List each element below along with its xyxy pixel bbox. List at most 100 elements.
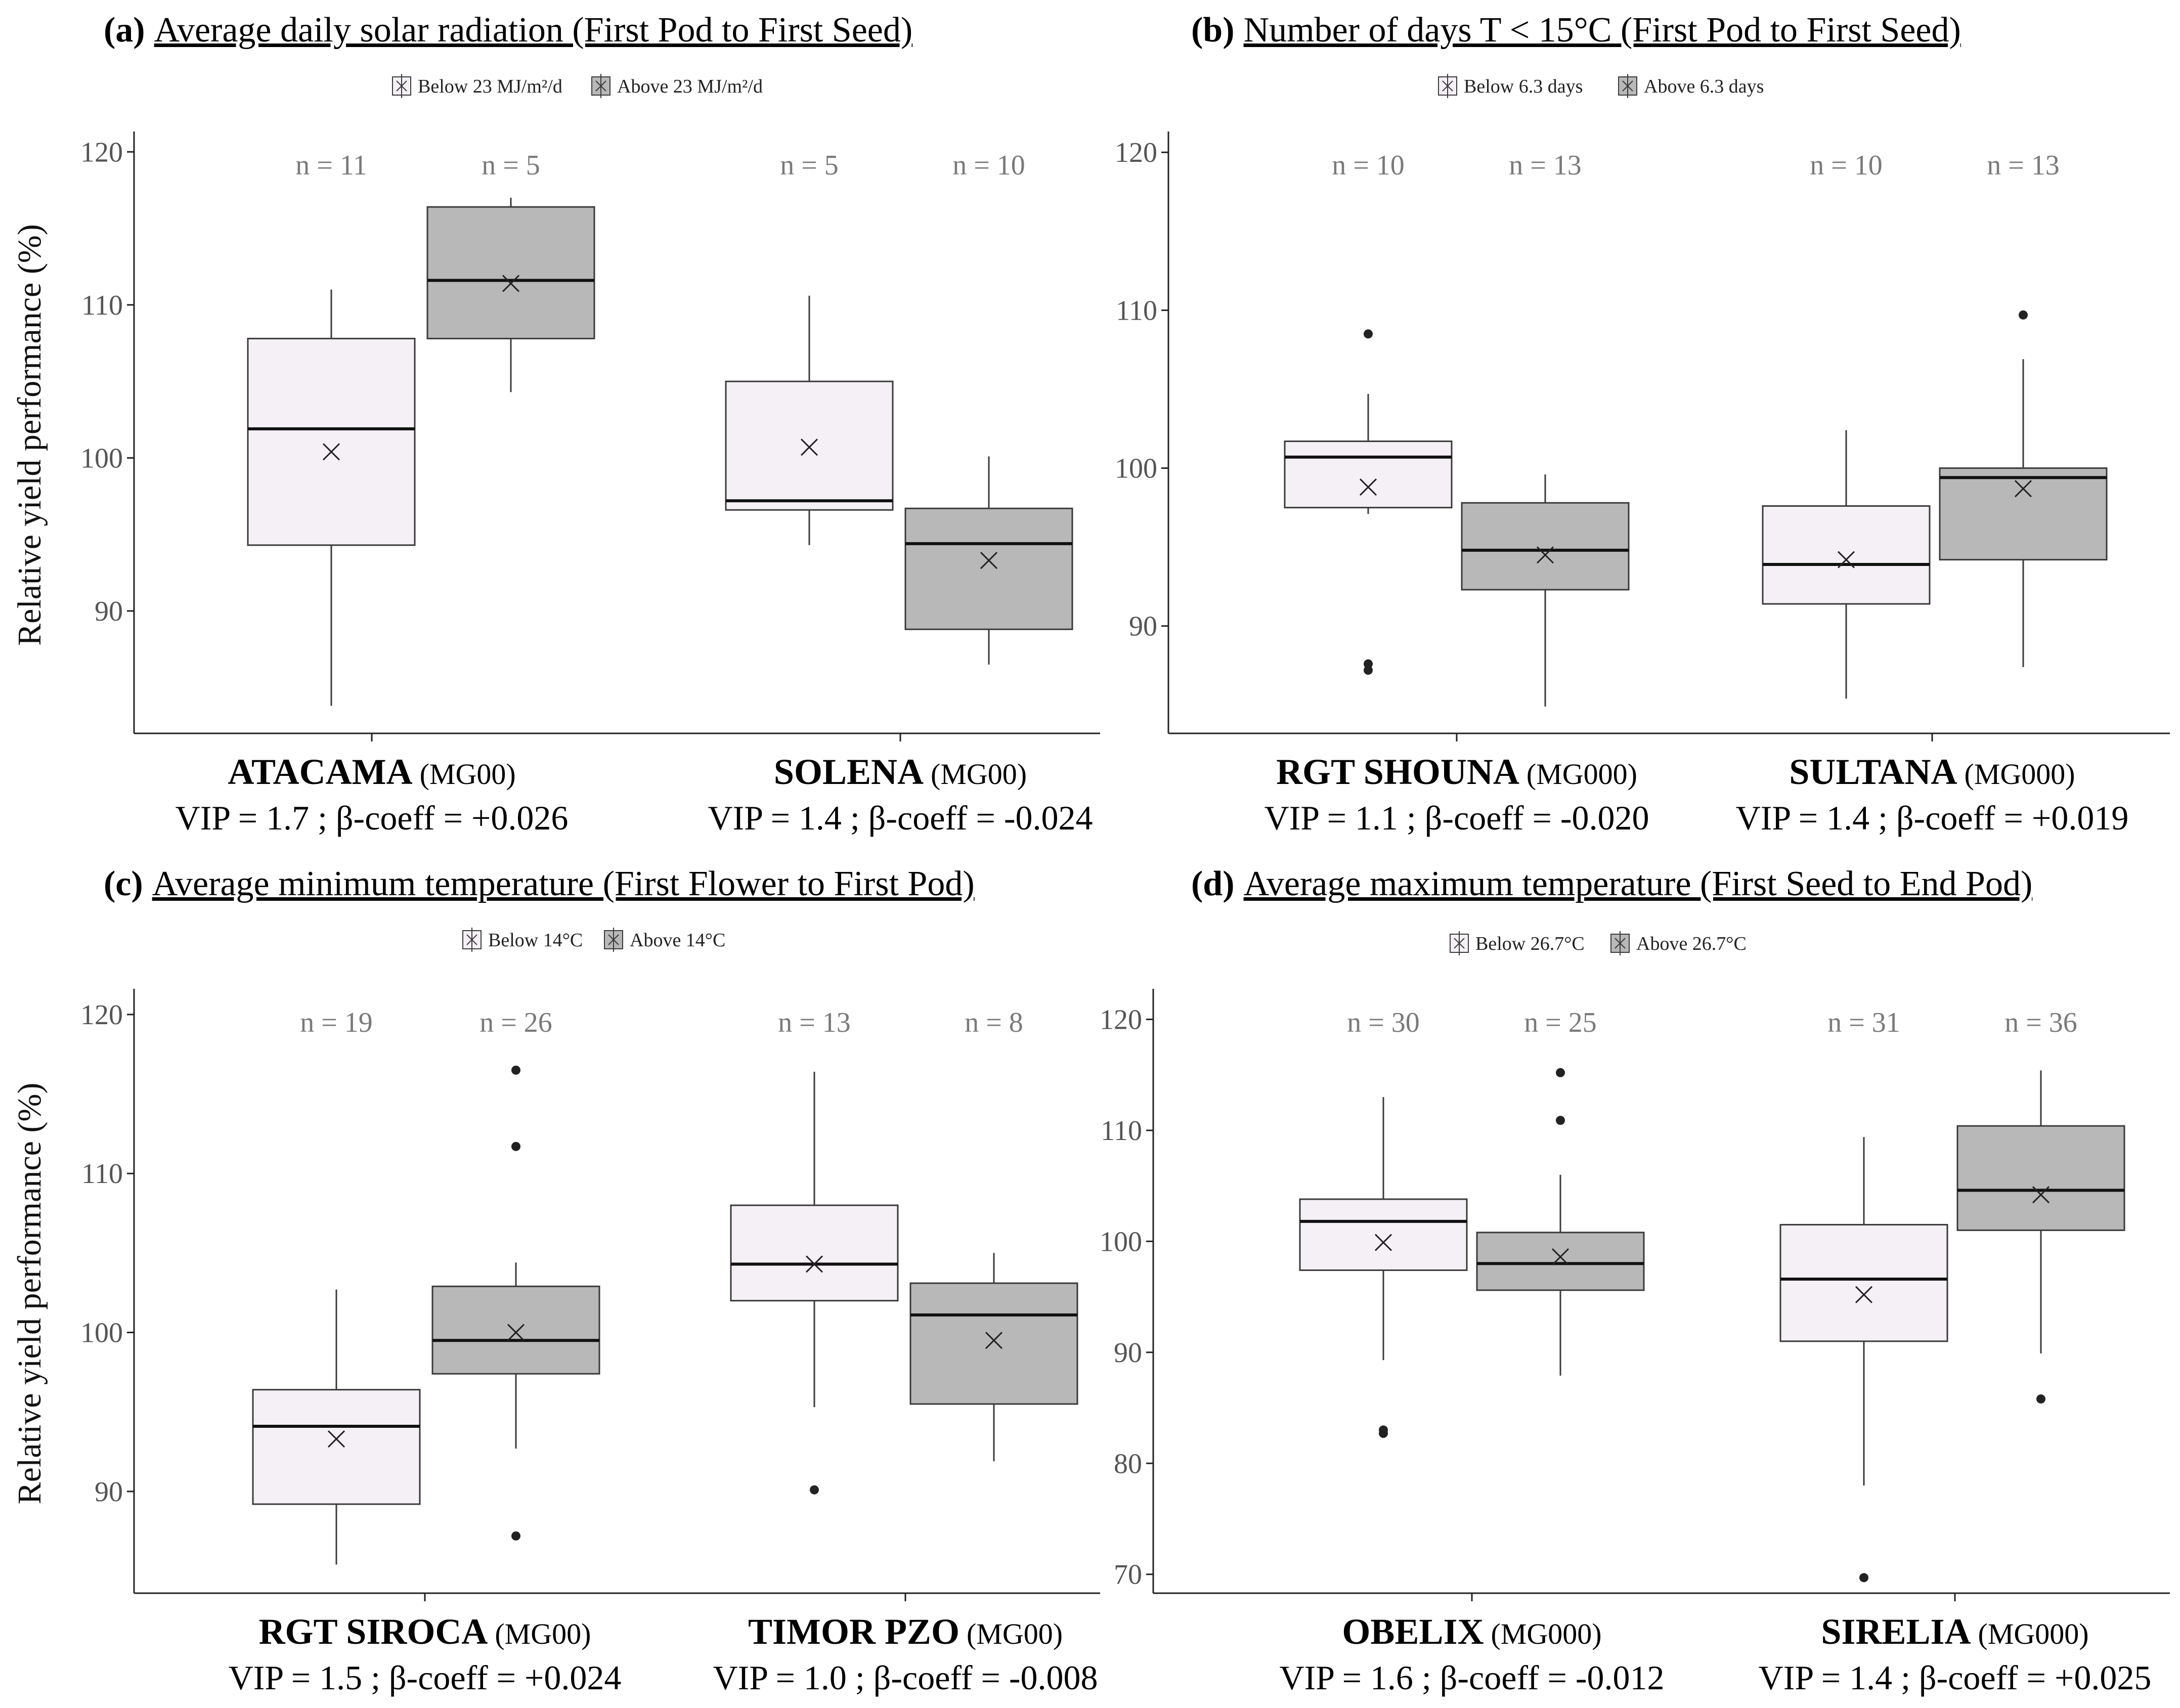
vip-beta-stat: VIP = 1.1 ; β-coeff = -0.020 [1265, 799, 1649, 837]
sample-count: n = 31 [1827, 1007, 1900, 1038]
y-tick-label: 80 [1114, 1448, 1142, 1479]
group-obelix: OBELIX (MG000) VIP = 1.6 ; β-coeff = -0.01… [1280, 1007, 1665, 1697]
panel-title-text: Average minimum temperature (First Flowe… [152, 864, 975, 903]
y-tick-label: 120 [1115, 137, 1157, 168]
outlier-point [1364, 666, 1373, 675]
panel-label: (b) [1191, 11, 1235, 50]
box-above: n = 26 [431, 1007, 600, 1541]
category-name: OBELIX [1342, 1611, 1484, 1652]
panel-title: (d) Average maximum temperature (First Se… [1191, 864, 2032, 903]
y-tick-label: 110 [1101, 1115, 1142, 1147]
panel-title: (a) Average daily solar radiation (First … [104, 11, 912, 50]
legend: Below 14°C Above 14°C [462, 928, 725, 952]
category-label: TIMOR PZO (MG00) [748, 1611, 1063, 1652]
panel-b: (b) Number of days T < 15°C (First Pod to… [1115, 11, 2170, 837]
sample-count: n = 25 [1524, 1007, 1597, 1038]
box-above: n = 5 [426, 150, 595, 392]
box-below: n = 30 [1299, 1007, 1468, 1438]
vip-beta-stat: VIP = 1.7 ; β-coeff = +0.026 [176, 799, 569, 837]
vip-beta-stat: VIP = 1.4 ; β-coeff = +0.019 [1736, 799, 2129, 837]
y-tick-label: 120 [80, 137, 123, 168]
legend: Below 6.3 days Above 6.3 days [1438, 74, 1764, 98]
legend-key-mean-marker [396, 80, 407, 92]
y-tick-label: 90 [95, 1476, 123, 1508]
category-name: SULTANA [1789, 752, 1957, 792]
box-above: n = 8 [909, 1007, 1078, 1462]
category-label: SOLENA (MG00) [774, 752, 1027, 792]
legend: Below 23 MJ/m²/d Above 23 MJ/m²/d [392, 74, 763, 98]
iqr-box [730, 1204, 899, 1302]
category-label: RGT SHOUNA (MG000) [1276, 752, 1637, 792]
box-below: n = 19 [252, 1007, 421, 1565]
iqr-box [909, 1282, 1078, 1405]
category-name: SIRELIA [1821, 1611, 1971, 1652]
mean-marker [1837, 551, 1855, 568]
outlier-point [2036, 1394, 2045, 1404]
y-tick-label: 70 [1114, 1559, 1142, 1591]
outlier-point [1364, 329, 1373, 339]
group-atacama: ATACAMA (MG00) VIP = 1.7 ; β-coeff = +0.02… [176, 150, 595, 837]
box-below: n = 10 [1762, 150, 1931, 699]
y-tick-label: 100 [1115, 453, 1157, 485]
panel-label: (d) [1191, 864, 1235, 903]
category-name: ATACAMA [228, 752, 412, 792]
legend-label: Above 26.7°C [1636, 933, 1747, 954]
iqr-box [252, 1389, 421, 1505]
box-below: n = 10 [1284, 150, 1453, 675]
outlier-point [1556, 1116, 1565, 1125]
panel-label: (a) [104, 11, 145, 50]
category-name: RGT SIROCA [259, 1611, 488, 1652]
y-axis-label: Relative yield performance (%) [11, 224, 48, 646]
maturity-group: (MG00) [420, 758, 516, 791]
iqr-box [1476, 1232, 1645, 1291]
y-tick-label: 120 [80, 999, 123, 1031]
mean-marker [327, 1430, 345, 1448]
legend-key-mean-marker [608, 934, 619, 945]
legend-key-mean-marker [1622, 80, 1633, 92]
iqr-box [426, 206, 595, 339]
vip-beta-stat: VIP = 1.5 ; β-coeff = +0.024 [229, 1658, 622, 1697]
legend-key-mean-marker [1442, 80, 1453, 92]
mean-marker [1374, 1234, 1392, 1251]
panel-a: (a) Average daily solar radiation (First … [11, 11, 1100, 837]
y-tick-label: 90 [95, 596, 123, 627]
box-below: n = 11 [247, 150, 416, 706]
panel-title: (b) Number of days T < 15°C (First Pod to… [1191, 11, 1961, 50]
y-tick-label: 100 [1100, 1226, 1142, 1257]
y-tick-label: 90 [1114, 1337, 1142, 1369]
outlier-point [810, 1485, 819, 1495]
group-timor-pzo: TIMOR PZO (MG00) VIP = 1.0 ; β-coeff = -0.… [713, 1007, 1098, 1697]
legend-label: Below 26.7°C [1475, 933, 1585, 954]
category-label: SIRELIA (MG000) [1821, 1611, 2088, 1652]
panel-title-text: Average maximum temperature (First Seed … [1244, 864, 2033, 903]
outlier-point [511, 1531, 520, 1541]
legend-label: Below 23 MJ/m²/d [418, 76, 562, 97]
y-tick-label: 110 [81, 1158, 123, 1190]
mean-marker [985, 1332, 1003, 1349]
category-name: RGT SHOUNA [1276, 752, 1519, 792]
legend-label: Below 14°C [488, 930, 583, 951]
box-above: n = 10 [904, 150, 1073, 665]
sample-count: n = 10 [1810, 150, 1883, 181]
group-rgt-siroca: RGT SIROCA (MG00) VIP = 1.5 ; β-coeff = +0… [229, 1007, 622, 1697]
outlier-point [511, 1065, 520, 1075]
mean-marker [1855, 1286, 1873, 1303]
outlier-point [1364, 659, 1373, 669]
category-label: RGT SIROCA (MG00) [259, 1611, 591, 1652]
mean-marker [2014, 480, 2032, 498]
legend-key-mean-marker [1615, 938, 1626, 949]
panel-title-text: Average daily solar radiation (First Pod… [154, 11, 913, 50]
sample-count: n = 10 [1332, 150, 1405, 181]
maturity-group: (MG000) [1965, 758, 2075, 791]
mean-marker [1536, 546, 1554, 564]
maturity-group: (MG00) [967, 1617, 1063, 1650]
legend-label: Above 6.3 days [1644, 76, 1764, 97]
panel-title-text: Number of days T < 15°C (First Pod to Fi… [1244, 11, 1961, 50]
iqr-box [247, 337, 416, 546]
sample-count: n = 13 [778, 1007, 851, 1038]
iqr-box [1956, 1125, 2125, 1231]
group-rgt-shouna: RGT SHOUNA (MG000) VIP = 1.1 ; β-coeff = -… [1265, 150, 1649, 837]
iqr-box [1779, 1223, 1948, 1342]
outlier-point [511, 1142, 520, 1151]
iqr-box [725, 380, 894, 511]
